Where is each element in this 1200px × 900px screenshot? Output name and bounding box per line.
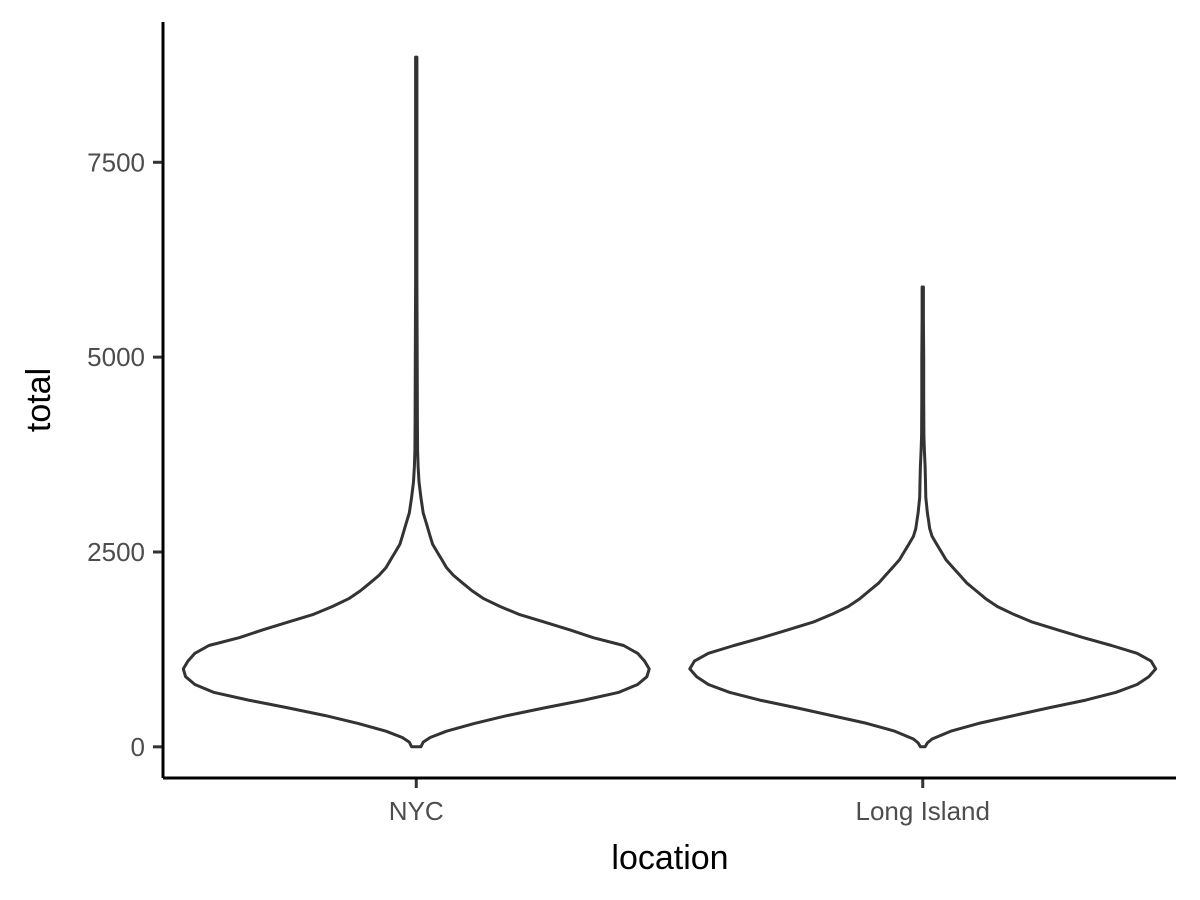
y-tick-label: 2500 [87, 537, 145, 567]
violin-long-island [688, 285, 1158, 749]
y-tick-label: 5000 [87, 342, 145, 372]
y-tick-label: 7500 [87, 147, 145, 177]
x-tick-label: NYC [389, 796, 444, 826]
y-axis-ticks: 0 2500 5000 7500 [87, 147, 163, 762]
y-axis-title: total [20, 368, 58, 432]
x-axis-title: location [611, 839, 728, 877]
y-tick-label: 0 [131, 732, 145, 762]
x-axis-ticks: NYC Long Island [389, 778, 990, 826]
violins-layer [181, 55, 1158, 749]
x-tick-label: Long Island [856, 796, 990, 826]
violin-nyc [181, 55, 651, 749]
